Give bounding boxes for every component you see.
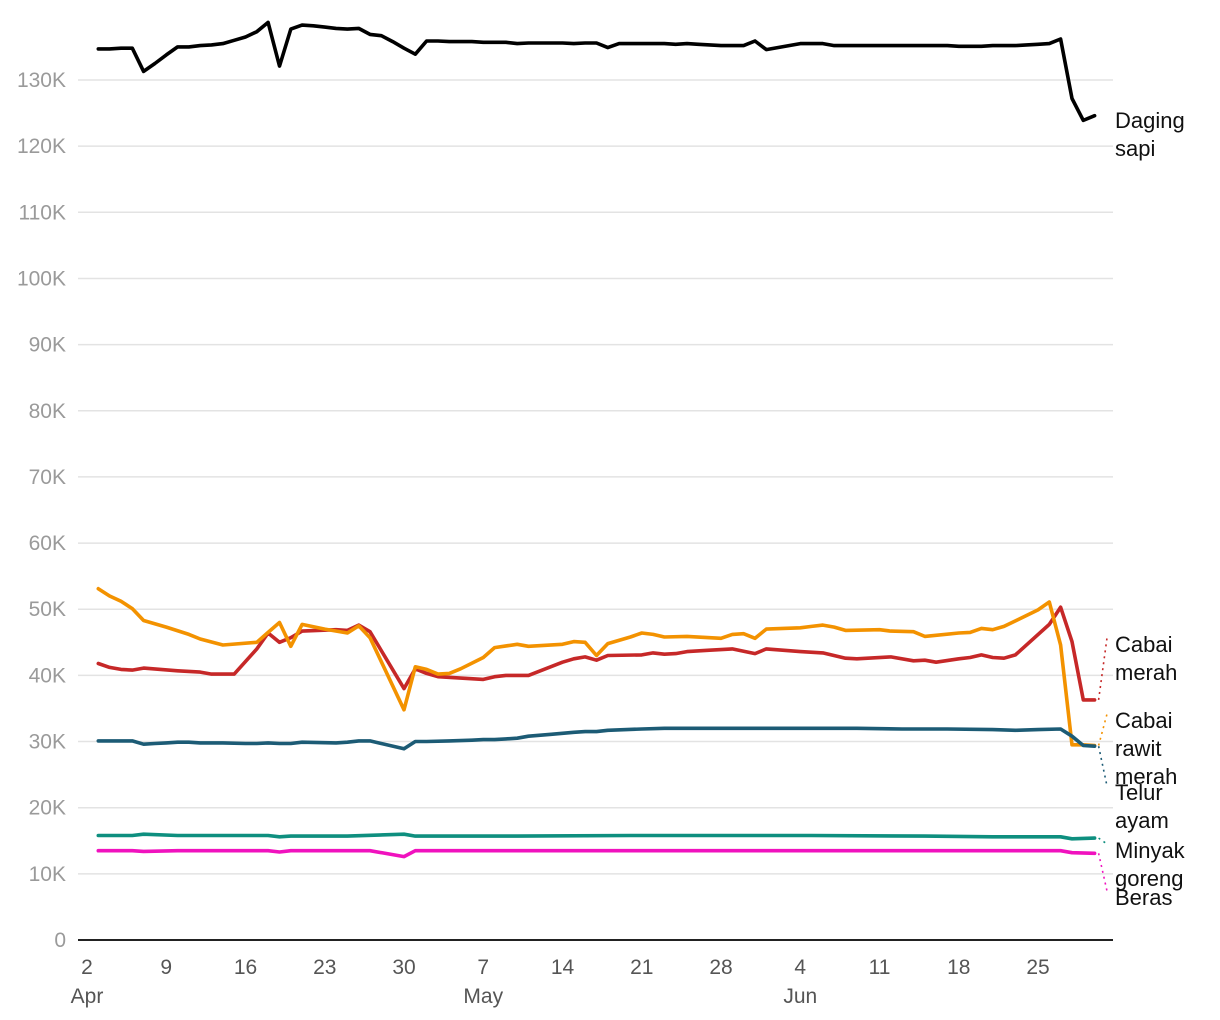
series-label-cabai-merah: Cabai merah (1115, 632, 1177, 685)
label-leader-cabai-merah (1097, 637, 1108, 701)
x-tick-label: 11 (869, 956, 891, 979)
x-tick-label: 25 (1026, 956, 1049, 979)
x-tick-label: 2 (81, 956, 93, 979)
x-tick-label: 23 (313, 956, 336, 979)
series-lines (96, 20, 1108, 892)
y-tick-label: 80K (29, 400, 66, 423)
y-tick-label: 50K (29, 598, 66, 621)
series-label-telur-ayam: Telur ayam (1115, 780, 1169, 833)
y-axis-tick-labels: 0 10K 20K 30K 40K 50K 60K 70K 80K 90K 100K 110K 120K… (17, 69, 66, 952)
series-line-minyak-goreng (96, 832, 1097, 841)
x-tick-month-label: Apr (71, 985, 104, 1008)
gridlines (78, 79, 1113, 875)
x-tick-label: 4 (794, 956, 806, 979)
y-tick-label: 10K (29, 863, 66, 886)
y-tick-label: 90K (29, 334, 66, 357)
x-tick-label: 18 (947, 956, 970, 979)
y-tick-label: 20K (29, 797, 66, 820)
x-tick-label: 14 (551, 956, 575, 979)
series-line-telur-ayam (96, 726, 1097, 751)
label-leader-beras (1097, 853, 1108, 892)
series-line-daging-sapi (96, 20, 1097, 123)
series-line-beras (96, 848, 1097, 859)
series-direct-labels: Daging sapi Cabai merah Cabai rawit merahTelur… (1115, 108, 1186, 910)
series-line-cabai-rawit-merah (96, 586, 1097, 748)
x-tick-label: 9 (160, 956, 172, 979)
x-tick-month-label: Jun (783, 985, 817, 1008)
y-tick-label: 70K (29, 466, 66, 489)
y-tick-label: 0 (54, 929, 66, 952)
y-tick-label: 60K (29, 532, 66, 555)
y-tick-label: 100K (17, 267, 66, 290)
x-tick-month-label: May (463, 985, 503, 1008)
series-label-cabai-rawit-merah: Cabai rawit merah (1115, 708, 1177, 789)
x-tick-label: 7 (477, 956, 489, 979)
label-leader-telur-ayam (1097, 746, 1108, 787)
series-label-beras: Beras (1115, 885, 1172, 910)
y-tick-label: 130K (17, 69, 66, 92)
y-tick-label: 120K (17, 135, 66, 158)
x-tick-label: 21 (630, 956, 653, 979)
label-leader-cabai-rawit-merah (1097, 713, 1108, 746)
label-leader-minyak-goreng (1098, 837, 1108, 845)
x-axis-tick-labels: 2 Apr 9 16 23 30 7 May 14 21 28 4 Jun 11 18 25 (71, 956, 1050, 1008)
y-tick-label: 110K (19, 201, 67, 224)
x-tick-label: 16 (234, 956, 257, 979)
y-tick-label: 30K (29, 731, 66, 754)
y-tick-label: 40K (29, 664, 66, 687)
x-tick-label: 28 (709, 956, 732, 979)
series-label-daging-sapi: Daging sapi (1115, 108, 1185, 161)
series-line-cabai-merah (96, 605, 1097, 702)
series-label-minyak-goreng: Minyak goreng (1115, 838, 1186, 891)
x-tick-label: 30 (392, 956, 415, 979)
